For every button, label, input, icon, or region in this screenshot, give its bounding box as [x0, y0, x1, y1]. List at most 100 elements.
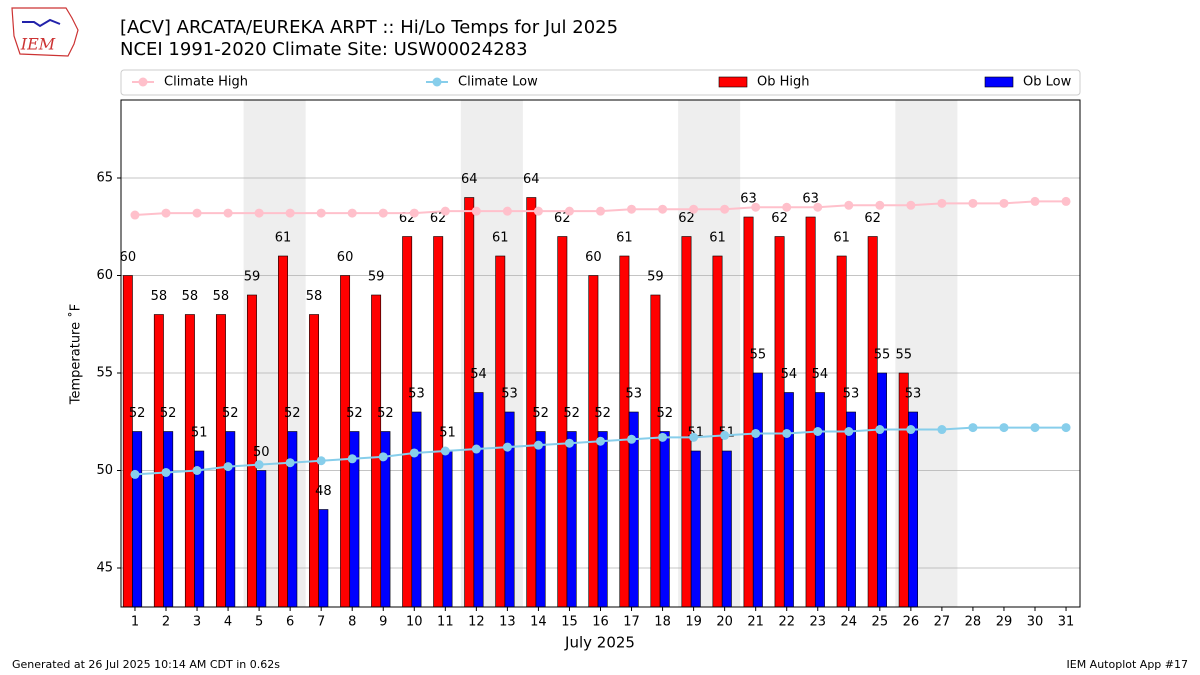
- bar: [340, 275, 351, 608]
- line-marker: [254, 460, 264, 470]
- line-marker: [502, 442, 512, 452]
- bar: [867, 236, 878, 608]
- x-tick-label: 11: [437, 615, 454, 630]
- bar: [846, 411, 856, 608]
- data-label: 58: [182, 289, 199, 304]
- line-marker: [192, 208, 202, 218]
- bar: [752, 372, 763, 608]
- data-label: 52: [656, 406, 673, 421]
- line-marker: [596, 206, 605, 216]
- bar: [153, 314, 164, 608]
- x-tick-label: 24: [841, 615, 858, 630]
- bar: [287, 431, 298, 608]
- line-marker: [627, 204, 637, 214]
- legend-marker: [138, 77, 148, 87]
- data-label: 61: [492, 231, 509, 246]
- data-label: 48: [315, 484, 332, 499]
- bar: [442, 450, 453, 608]
- bar: [814, 392, 825, 608]
- line-marker: [223, 462, 233, 472]
- legend-marker: [432, 77, 442, 87]
- x-tick-label: 6: [286, 615, 294, 630]
- data-label: 55: [874, 348, 891, 363]
- data-label: 52: [346, 406, 363, 421]
- x-tick-label: 23: [809, 615, 826, 630]
- x-tick-label: 16: [592, 615, 609, 630]
- line-marker: [347, 208, 357, 218]
- line-marker: [844, 427, 854, 436]
- data-label: 52: [129, 406, 146, 421]
- line-marker: [564, 438, 574, 448]
- bar: [256, 470, 267, 608]
- bar: [318, 509, 329, 608]
- line-marker: [161, 467, 171, 477]
- data-label: 62: [864, 211, 881, 226]
- line-marker: [533, 206, 543, 216]
- legend-label: Climate High: [164, 75, 248, 90]
- footer-right: IEM Autoplot App #17: [1067, 658, 1189, 671]
- x-tick-label: 2: [162, 615, 170, 630]
- line-marker: [440, 446, 450, 456]
- chart-title: [ACV] ARCATA/EUREKA ARPT :: Hi/Lo Temps …: [120, 17, 618, 38]
- data-label: 53: [905, 387, 922, 402]
- line-marker: [875, 200, 885, 210]
- line-marker: [968, 198, 978, 208]
- line-marker: [440, 206, 450, 216]
- data-label: 62: [771, 211, 788, 226]
- data-label: 51: [439, 426, 456, 441]
- data-label: 60: [120, 250, 137, 265]
- data-label: 61: [616, 231, 633, 246]
- line-marker: [502, 206, 512, 216]
- line-marker: [316, 208, 326, 218]
- bar: [898, 372, 909, 608]
- x-tick-label: 14: [530, 615, 547, 630]
- data-label: 55: [895, 348, 912, 363]
- line-marker: [782, 428, 792, 438]
- data-label: 52: [284, 406, 301, 421]
- x-tick-label: 25: [872, 615, 889, 630]
- bar: [184, 314, 195, 608]
- data-label: 58: [213, 289, 230, 304]
- bar: [163, 431, 174, 608]
- line-marker: [1030, 196, 1040, 206]
- bar: [371, 294, 382, 608]
- y-tick-label: 50: [96, 463, 113, 478]
- bar: [122, 275, 133, 608]
- data-label: 52: [563, 406, 580, 421]
- y-tick-label: 65: [96, 171, 113, 186]
- line-marker: [627, 434, 637, 444]
- logo-text: IEM: [20, 35, 56, 54]
- line-marker: [161, 208, 171, 218]
- y-tick-label: 55: [96, 366, 113, 381]
- line-marker: [906, 425, 916, 435]
- line-marker: [689, 432, 699, 442]
- y-axis-label: Temperature ˚F: [68, 304, 84, 405]
- x-tick-label: 31: [1058, 615, 1075, 630]
- line-marker: [1030, 423, 1040, 433]
- line-marker: [813, 427, 823, 436]
- legend-label: Ob High: [757, 75, 810, 90]
- data-label: 58: [306, 289, 323, 304]
- bar: [433, 236, 444, 608]
- bar: [535, 431, 546, 608]
- bar: [681, 236, 692, 608]
- data-label: 58: [151, 289, 168, 304]
- bar: [495, 255, 506, 608]
- data-label: 52: [160, 406, 177, 421]
- data-label: 62: [678, 211, 695, 226]
- logo-outline: [11, 7, 79, 57]
- line-marker: [409, 448, 419, 458]
- bar: [743, 216, 754, 608]
- y-tick-label: 45: [96, 561, 113, 576]
- data-label: 59: [244, 270, 261, 285]
- bar: [278, 255, 288, 608]
- data-label: 61: [833, 231, 850, 246]
- line-marker: [906, 200, 916, 210]
- x-tick-label: 26: [903, 615, 920, 630]
- x-tick-label: 17: [623, 615, 640, 630]
- bar: [650, 294, 661, 608]
- x-tick-label: 21: [747, 615, 764, 630]
- bar: [805, 216, 816, 608]
